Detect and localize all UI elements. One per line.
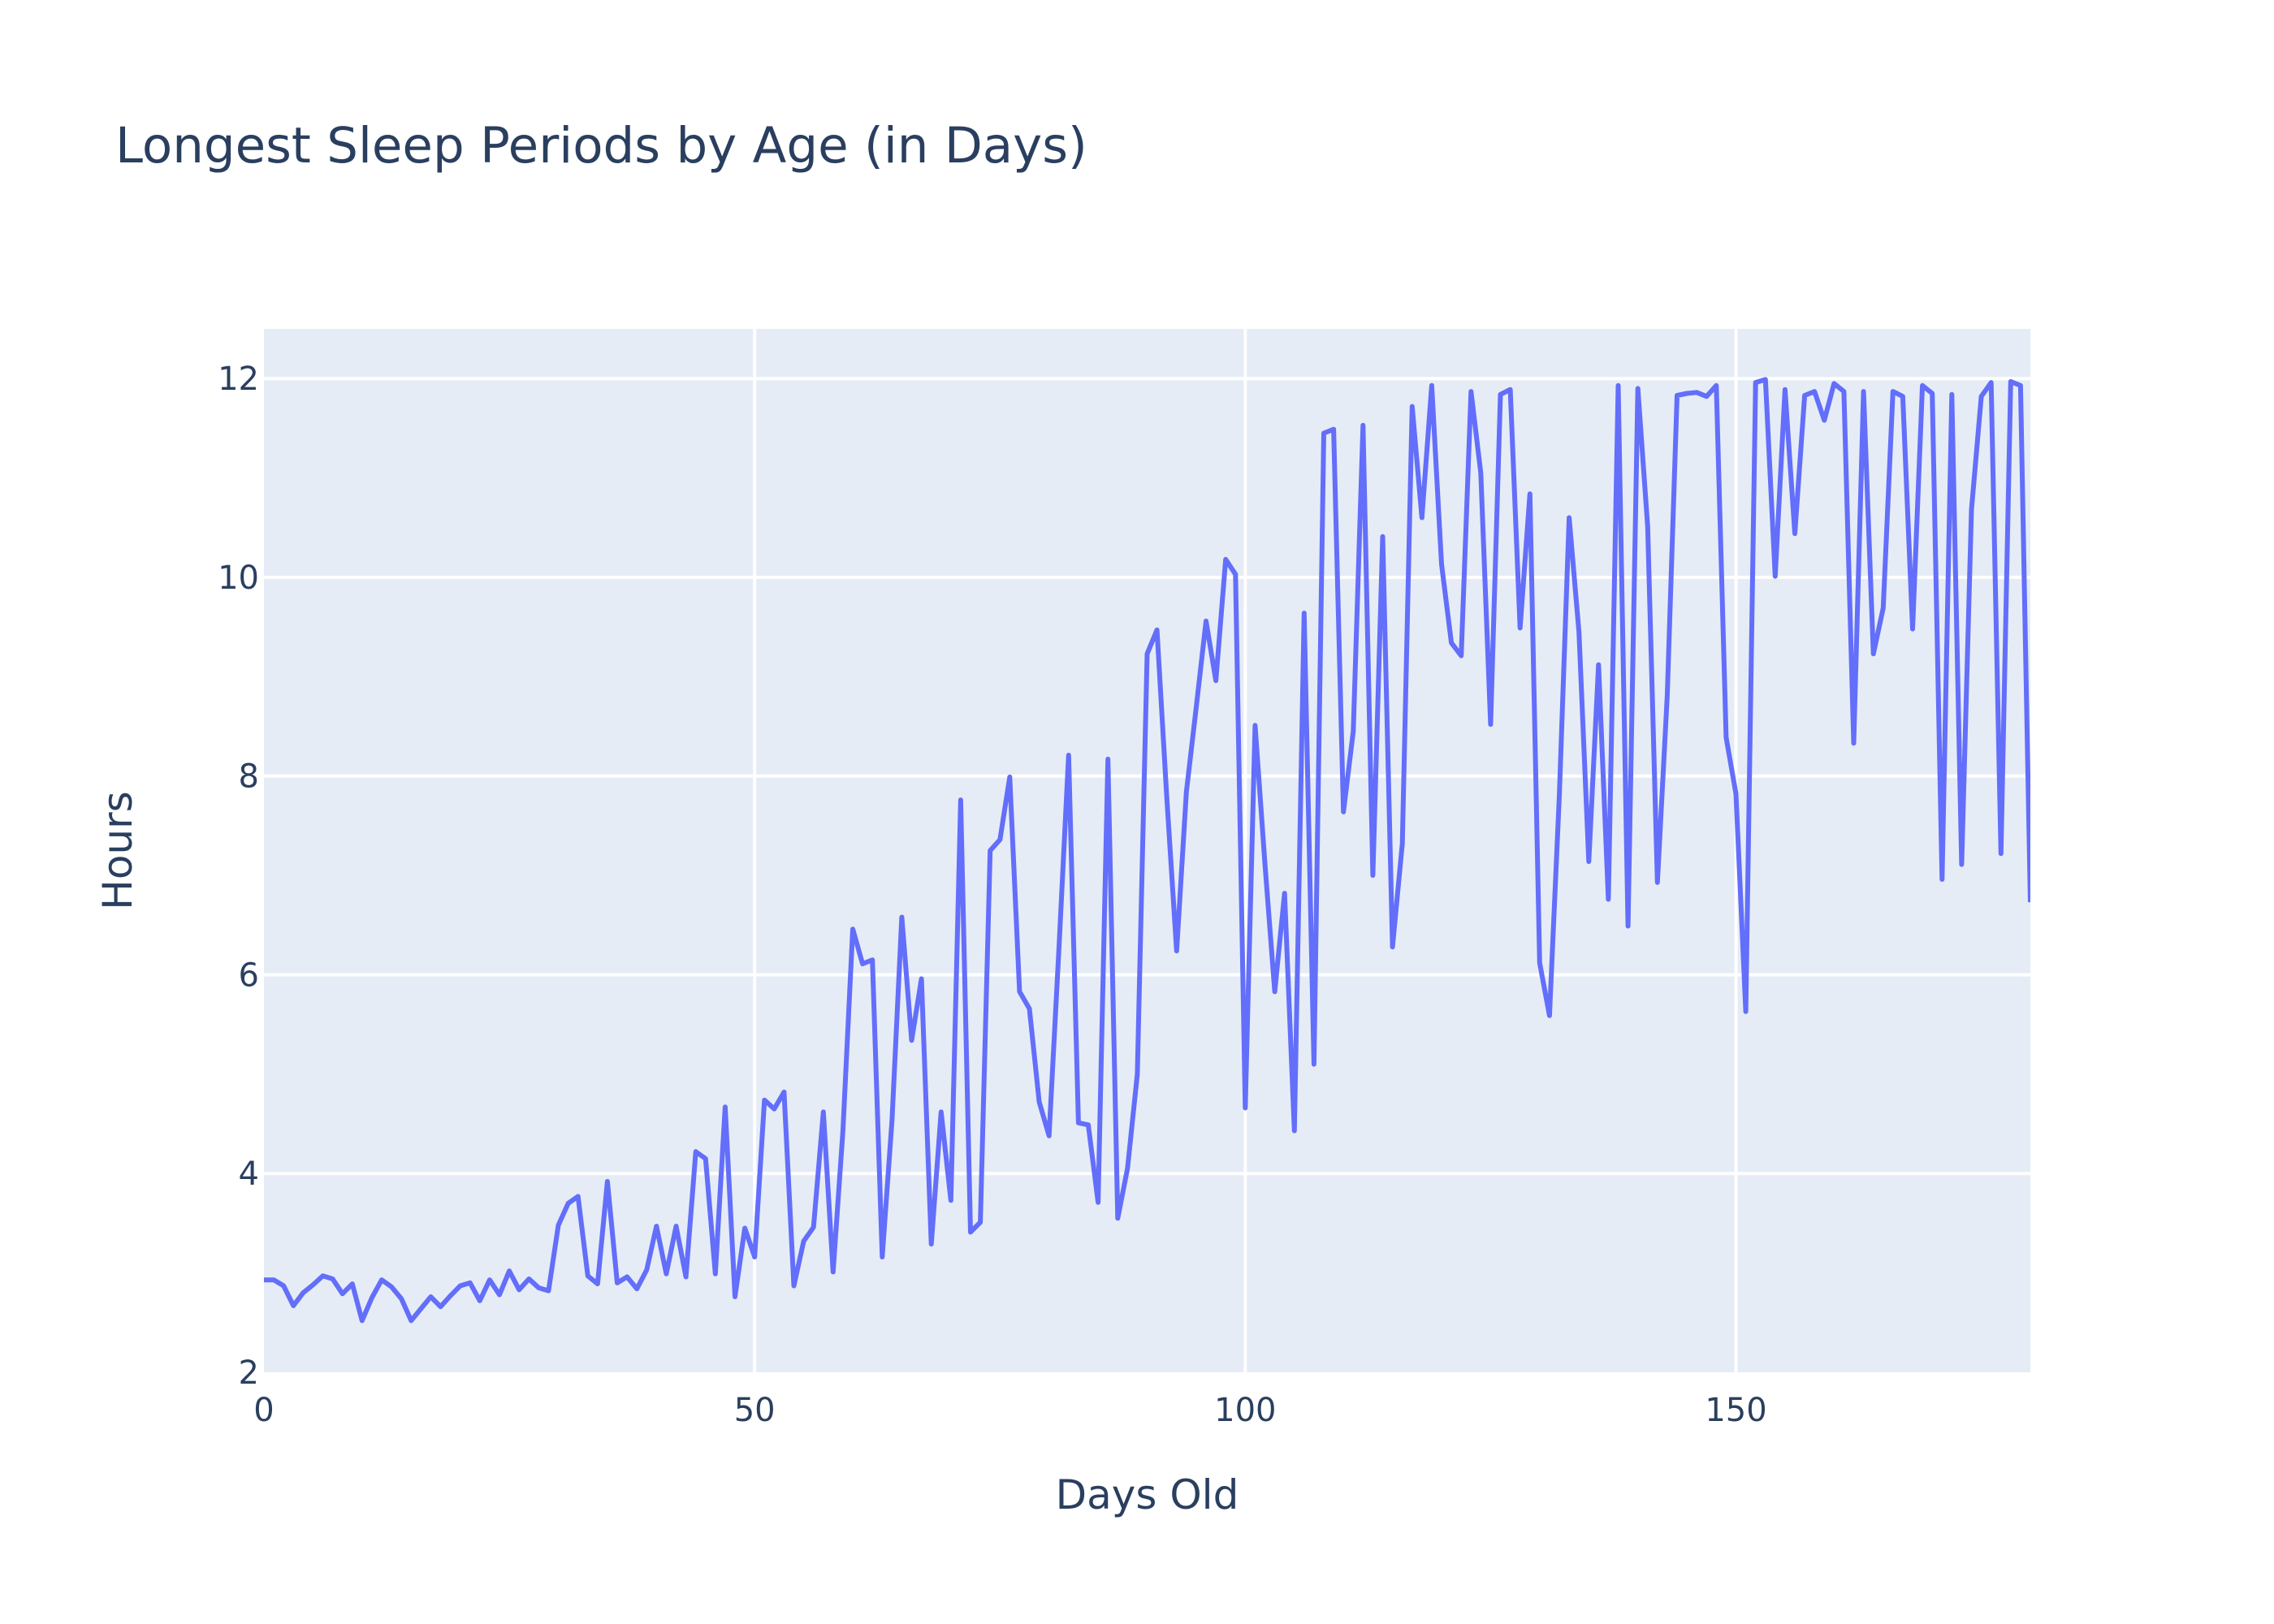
y-axis-title: Hours (94, 791, 141, 909)
y-axis-ticks: 2 4 6 8 10 12 (218, 361, 259, 1392)
y-tick-label: 8 (239, 758, 259, 796)
x-axis-ticks: 0 50 100 150 (253, 1392, 1766, 1429)
x-tick-label: 150 (1705, 1392, 1766, 1429)
y-tick-label: 10 (218, 559, 259, 597)
y-tick-label: 4 (239, 1155, 259, 1193)
y-tick-label: 6 (239, 957, 259, 994)
x-tick-label: 100 (1214, 1392, 1276, 1429)
series-layer (264, 377, 2030, 1324)
plot-area (264, 329, 2030, 1372)
series-line-0 (264, 377, 2030, 1324)
chart-title: Longest Sleep Periods by Age (in Days) (115, 117, 1087, 175)
y-tick-label: 2 (239, 1354, 259, 1392)
gridlines (264, 329, 2030, 1372)
x-tick-label: 50 (734, 1392, 776, 1429)
x-tick-label: 0 (253, 1392, 274, 1429)
x-axis-title: Days Old (1056, 1471, 1239, 1518)
y-tick-label: 12 (218, 361, 259, 398)
